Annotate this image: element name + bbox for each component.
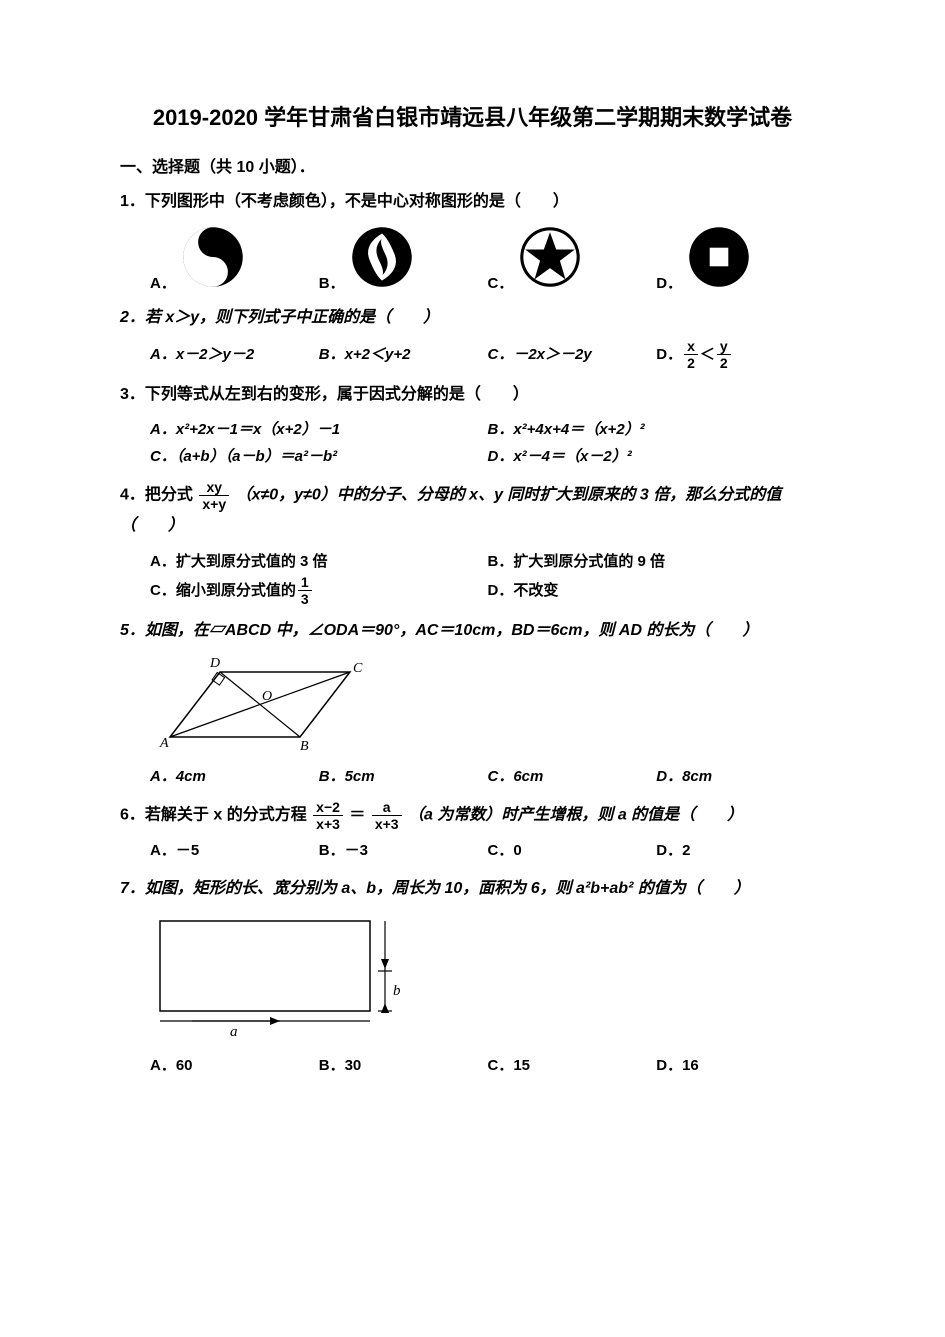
q6-A: A．－5: [150, 837, 319, 864]
section-header: 一、选择题（共 10 小题）．: [120, 153, 825, 177]
q7-D: D．16: [656, 1052, 825, 1079]
yinyang-icon: [182, 226, 244, 293]
q7-B: B．30: [319, 1052, 488, 1079]
q3-D: D．x²－4＝（x－2）²: [488, 443, 826, 470]
q1-C-label: C．: [488, 272, 514, 293]
q1-D-label: D．: [656, 272, 682, 293]
q5-D: D．8cm: [656, 763, 825, 790]
svg-text:C: C: [353, 661, 363, 676]
svg-text:b: b: [393, 983, 401, 999]
q5-C: C．6cm: [488, 763, 657, 790]
q7-A: A．60: [150, 1052, 319, 1079]
q6-D: D．2: [656, 837, 825, 864]
q3-B: B．x²+4x+4＝（x+2）²: [488, 416, 826, 443]
coin-icon: [688, 226, 750, 293]
q7-C: C．15: [488, 1052, 657, 1079]
q1-text: 1．下列图形中（不考虑颜色），不是中心对称图形的是（ ）: [120, 187, 825, 217]
q7-text: 7．如图，矩形的长、宽分别为 a、b，周长为 10，面积为 6，则 a²b+ab…: [120, 874, 825, 904]
q3-text: 3．下列等式从左到右的变形，属于因式分解的是（ ）: [120, 380, 825, 410]
svg-text:B: B: [300, 739, 309, 752]
q7-diagram: a b: [150, 911, 825, 1046]
q2-options: A．x－2＞y－2 B．x+2＜y+2 C．－2x＞－2y D． x2 ＜ y2: [150, 339, 825, 370]
q4-D: D．不改变: [488, 575, 826, 606]
q4-A: A．扩大到原分式值的 3 倍: [150, 548, 488, 575]
svg-text:D: D: [209, 656, 220, 671]
q2-D: D． x2 ＜ y2: [656, 339, 825, 370]
q2-text: 2．若 x＞y，则下列式子中正确的是（ ）: [120, 303, 825, 333]
q1-A-label: A．: [150, 272, 176, 293]
q6-C: C．0: [488, 837, 657, 864]
q5-text: 5．如图，在▱ABCD 中，∠ODA＝90°，AC＝10cm，BD＝6cm，则 …: [120, 616, 825, 646]
q6-text: 6．若解关于 x 的分式方程 x−2x+3 ＝ ax+3 （a 为常数）时产生增…: [120, 800, 825, 831]
q4-B: B．扩大到原分式值的 9 倍: [488, 548, 826, 575]
q2-B: B．x+2＜y+2: [319, 339, 488, 370]
q1-options: A． B． C．: [150, 226, 825, 293]
svg-text:O: O: [262, 689, 272, 704]
svg-text:A: A: [159, 736, 169, 751]
q5-diagram: A B C D O: [150, 652, 825, 757]
q3-A: A．x²+2x－1＝x（x+2）－1: [150, 416, 488, 443]
star-icon: [519, 226, 581, 293]
q5-B: B．5cm: [319, 763, 488, 790]
swirl-icon: [351, 226, 413, 293]
q1-B-label: B．: [319, 272, 345, 293]
svg-text:a: a: [230, 1024, 238, 1040]
q7-options: A．60 B．30 C．15 D．16: [150, 1052, 825, 1079]
page-title: 2019-2020 学年甘肃省白银市靖远县八年级第二学期期末数学试卷: [120, 100, 825, 135]
q2-C: C．－2x＞－2y: [488, 339, 657, 370]
q4-C: C．缩小到原分式值的 13: [150, 575, 488, 606]
q6-options: A．－5 B．－3 C．0 D．2: [150, 837, 825, 864]
q2-A: A．x－2＞y－2: [150, 339, 319, 370]
q4-options: A．扩大到原分式值的 3 倍 B．扩大到原分式值的 9 倍 C．缩小到原分式值的…: [150, 548, 825, 606]
q4-text: 4．把分式 xyx+y （x≠0，y≠0）中的分子、分母的 x、y 同时扩大到原…: [120, 480, 825, 542]
q3-options: A．x²+2x－1＝x（x+2）－1 B．x²+4x+4＝（x+2）² C．（a…: [150, 416, 825, 470]
q5-A: A．4cm: [150, 763, 319, 790]
q5-options: A．4cm B．5cm C．6cm D．8cm: [150, 763, 825, 790]
q6-B: B．－3: [319, 837, 488, 864]
q3-C: C．（a+b）（a－b）＝a²－b²: [150, 443, 488, 470]
